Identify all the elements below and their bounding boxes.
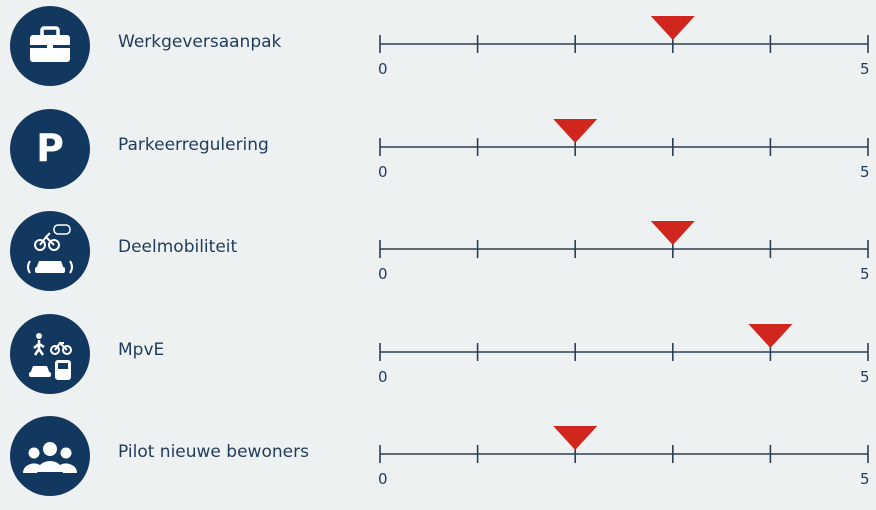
row-label: Deelmobiliteit bbox=[118, 237, 238, 257]
tick-label-min: 0 bbox=[378, 368, 388, 386]
svg-text:P: P bbox=[36, 126, 64, 170]
row-label: Parkeerregulering bbox=[118, 135, 269, 155]
value-marker bbox=[748, 324, 793, 348]
tick-label-max: 5 bbox=[860, 265, 870, 283]
tick-label-min: 0 bbox=[378, 265, 388, 283]
row-label: Werkgeversaanpak bbox=[118, 32, 282, 52]
tick-label-max: 5 bbox=[860, 470, 870, 488]
tick-label-min: 0 bbox=[378, 60, 388, 78]
parking-icon: P bbox=[10, 109, 90, 189]
tick-label-max: 5 bbox=[860, 163, 870, 181]
tick-label-min: 0 bbox=[378, 470, 388, 488]
tick-label-max: 5 bbox=[860, 368, 870, 386]
shared-mobility-icon bbox=[10, 211, 90, 291]
tick-label-max: 5 bbox=[860, 60, 870, 78]
value-marker bbox=[650, 221, 695, 245]
people-group-icon bbox=[10, 416, 90, 496]
value-marker bbox=[553, 426, 598, 450]
value-marker bbox=[553, 119, 598, 143]
row-label: MpvE bbox=[118, 340, 165, 360]
transport-modes-icon bbox=[10, 314, 90, 394]
value-marker bbox=[650, 16, 695, 40]
row-label: Pilot nieuwe bewoners bbox=[118, 442, 309, 462]
briefcase-icon bbox=[10, 6, 90, 86]
tick-label-min: 0 bbox=[378, 163, 388, 181]
